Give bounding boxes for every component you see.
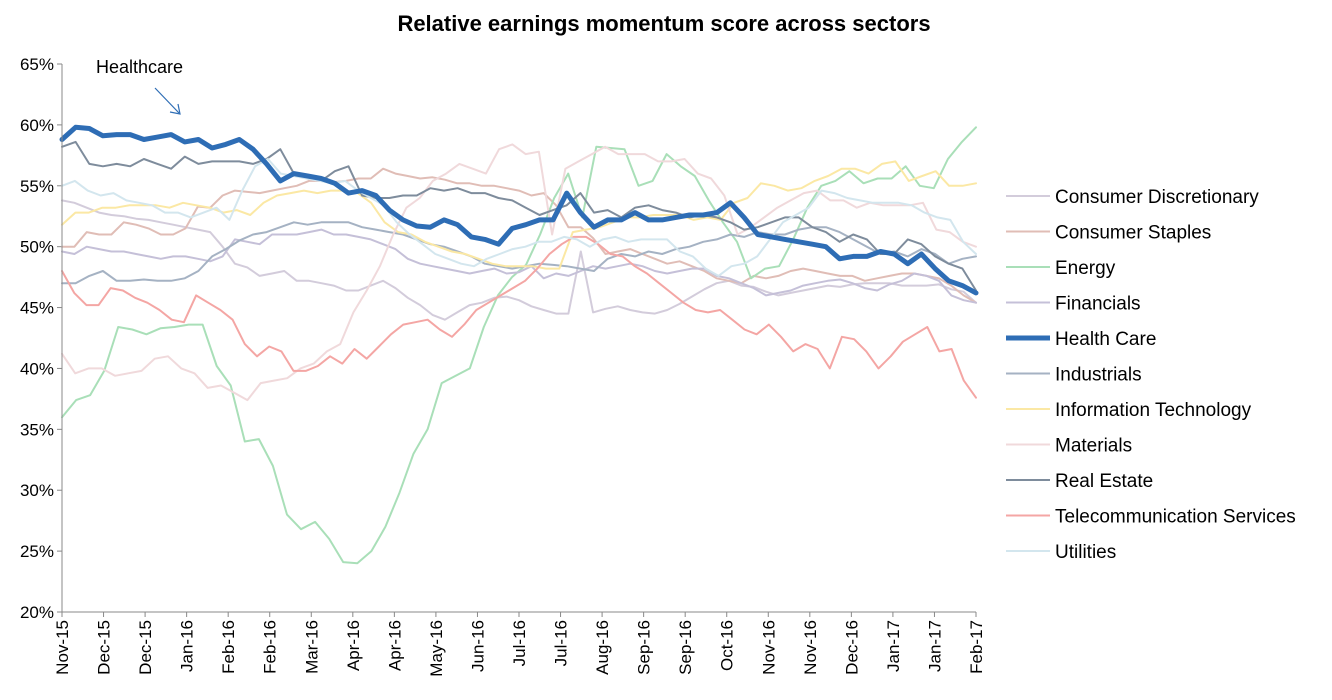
y-tick-label: 50% [20, 238, 54, 257]
x-tick-label: Nov-16 [801, 620, 820, 675]
y-tick-label: 45% [20, 299, 54, 318]
y-tick-label: 35% [20, 420, 54, 439]
x-tick-label: Jun-16 [468, 620, 487, 672]
healthcare-annotation: Healthcare [96, 57, 183, 115]
x-tick-label: Jan-17 [925, 620, 944, 672]
annotation-arrow-head [169, 103, 181, 115]
x-tick-label: Feb-16 [261, 620, 280, 674]
legend-label-industrials: Industrials [1055, 365, 1142, 386]
y-tick-label: 25% [20, 542, 54, 561]
series-line-real-estate [61, 140, 977, 292]
legend-label-telecommunication-services: Telecommunication Services [1055, 507, 1296, 528]
x-tick-label: Jan-16 [178, 620, 197, 672]
series-line-consumer-discretionary [61, 199, 977, 321]
series-line-telecommunication-services [61, 235, 977, 399]
y-axis-ticks: 20% 25% 30% 35% 40% 45% 50% 55% 60% 65% [20, 55, 62, 622]
annotation-label: Healthcare [96, 57, 183, 77]
series-line-health-care [59, 124, 979, 296]
y-tick-label: 40% [20, 359, 54, 378]
legend-label-materials: Materials [1055, 436, 1132, 457]
series-line-financials [61, 228, 977, 304]
x-tick-label: Jul-16 [510, 620, 529, 666]
series-lines [59, 124, 979, 565]
x-tick-label: Dec-16 [842, 620, 861, 675]
x-tick-label: Sep-16 [635, 620, 654, 675]
y-tick-label: 20% [20, 603, 54, 622]
x-tick-label: Aug-16 [593, 620, 612, 675]
x-axis-ticks: Nov-15 Dec-15 Dec-15 Jan-16 Feb-16 Feb-16 Mar-… [53, 612, 986, 677]
x-tick-label: Apr-16 [344, 620, 363, 671]
x-tick-label: Mar-16 [302, 620, 321, 674]
x-tick-label: Apr-16 [385, 620, 404, 671]
legend: Consumer Discretionary Consumer Staples En… [1006, 187, 1296, 563]
x-tick-label: Dec-15 [136, 620, 155, 675]
legend-label-health-care: Health Care [1055, 329, 1156, 350]
legend-label-energy: Energy [1055, 258, 1116, 279]
series-line-utilities [61, 158, 977, 277]
x-tick-label: Jan-17 [884, 620, 903, 672]
x-tick-label: Dec-15 [95, 620, 114, 675]
annotation-arrow-shaft [154, 87, 180, 114]
series-line-energy [61, 126, 977, 565]
legend-label-consumer-discretionary: Consumer Discretionary [1055, 187, 1259, 208]
y-tick-label: 30% [20, 481, 54, 500]
x-tick-label: Jul-16 [552, 620, 571, 666]
y-tick-label: 60% [20, 116, 54, 135]
legend-label-financials: Financials [1055, 294, 1141, 315]
series-line-industrials [61, 221, 977, 285]
x-tick-label: May-16 [427, 620, 446, 677]
legend-label-information-technology: Information Technology [1055, 400, 1252, 421]
x-tick-label: Nov-15 [53, 620, 72, 675]
y-tick-label: 65% [20, 55, 54, 74]
x-tick-label: Oct-16 [718, 620, 737, 671]
x-tick-label: Sep-16 [676, 620, 695, 675]
legend-label-utilities: Utilities [1055, 542, 1116, 563]
series-line-materials [61, 143, 977, 402]
x-tick-label: Feb-17 [967, 620, 986, 674]
legend-label-real-estate: Real Estate [1055, 471, 1153, 492]
legend-label-consumer-staples: Consumer Staples [1055, 223, 1211, 244]
x-tick-label: Feb-16 [219, 620, 238, 674]
y-tick-label: 55% [20, 177, 54, 196]
chart-title: Relative earnings momentum score across … [397, 11, 930, 36]
x-tick-label: Nov-16 [759, 620, 778, 675]
series-line-consumer-staples [61, 167, 977, 304]
